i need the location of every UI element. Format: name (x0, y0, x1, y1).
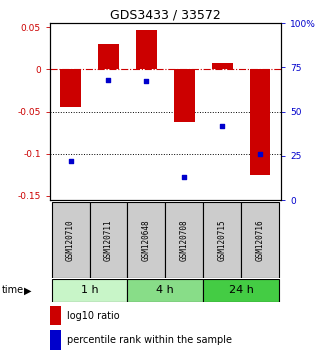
Text: ▶: ▶ (24, 285, 31, 295)
Bar (98, 44, 119, 69)
Point (68, 158, 73, 164)
Point (144, 79, 149, 84)
Bar (203, 279, 279, 302)
Bar (241, 202, 279, 278)
Bar (127, 279, 203, 302)
Bar (250, 69, 271, 175)
Bar (203, 202, 241, 278)
Bar (127, 202, 165, 278)
Text: 4 h: 4 h (156, 285, 174, 295)
Text: log10 ratio: log10 ratio (67, 310, 120, 321)
Bar (165, 202, 203, 278)
Text: 1 h: 1 h (81, 285, 98, 295)
Point (182, 174, 187, 180)
Text: GSM120716: GSM120716 (256, 219, 265, 261)
Text: GSM120648: GSM120648 (142, 219, 151, 261)
Bar (212, 63, 233, 69)
Text: 24 h: 24 h (229, 285, 254, 295)
Text: time: time (2, 285, 24, 295)
Bar (52, 202, 90, 278)
Text: GSM120708: GSM120708 (180, 219, 189, 261)
Text: GSM120710: GSM120710 (66, 219, 75, 261)
Bar (136, 30, 157, 69)
Bar (60, 69, 81, 107)
Bar (50, 306, 61, 325)
Bar (174, 69, 195, 122)
Bar (52, 279, 127, 302)
Text: percentile rank within the sample: percentile rank within the sample (67, 335, 232, 345)
Point (106, 77, 111, 82)
Title: GDS3433 / 33572: GDS3433 / 33572 (110, 9, 221, 22)
Text: GSM120711: GSM120711 (104, 219, 113, 261)
Point (220, 123, 225, 129)
Bar (50, 330, 61, 350)
Bar (90, 202, 127, 278)
Text: GSM120715: GSM120715 (218, 219, 227, 261)
Point (257, 151, 263, 157)
